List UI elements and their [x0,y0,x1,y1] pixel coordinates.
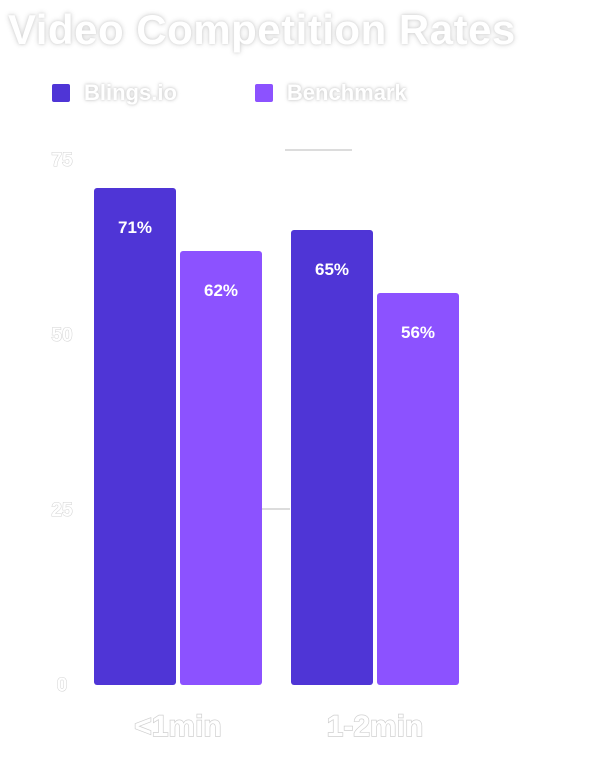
y-tick-label: 0 [57,675,68,696]
legend-label-benchmark: Benchmark [286,80,407,105]
y-tick-label: 25 [51,500,73,521]
bar-benchmark-0 [180,251,262,685]
data-label: 56% [401,323,435,342]
legend: Blings.io Benchmark [52,80,485,106]
bar-blings-io-0 [94,188,176,685]
legend-swatch-benchmark [254,84,273,102]
data-label: 71% [118,218,152,237]
chart-title: Video Competition Rates [8,6,516,53]
bar-blings-io-1 [291,230,373,685]
legend-item-benchmark: Benchmark [254,80,407,106]
legend-label-blings: Blings.io [84,80,177,105]
bar-benchmark-1 [377,293,459,685]
x-category-label: 1-2min [327,710,424,743]
legend-item-blings: Blings.io [52,80,177,106]
y-tick-label: 50 [51,325,72,346]
x-category-label: <1min [134,710,222,743]
data-label: 62% [204,281,238,300]
legend-swatch-blings [52,84,70,102]
data-label: 65% [315,260,349,279]
y-tick-label: 75 [51,150,73,171]
